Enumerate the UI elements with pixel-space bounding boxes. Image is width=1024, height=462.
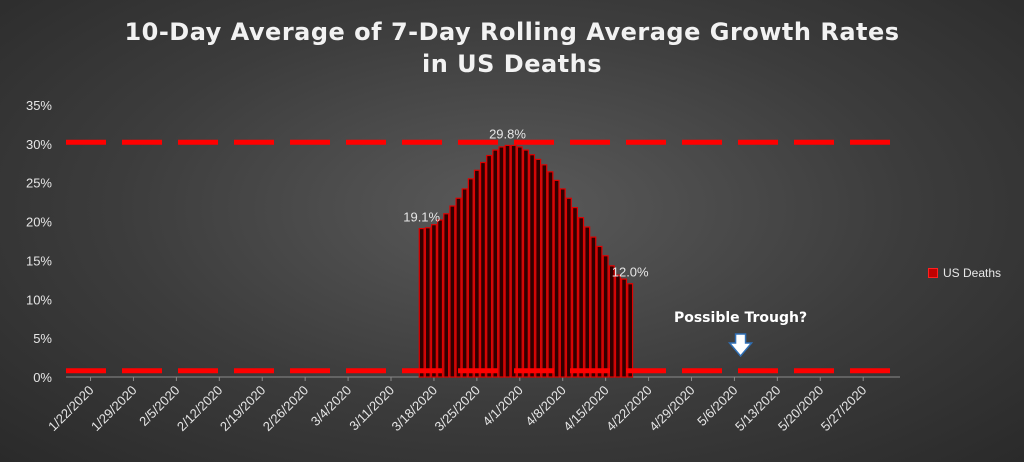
y-tick-label: 15% (26, 253, 52, 268)
bar (504, 144, 511, 378)
y-tick-label: 35% (26, 98, 52, 113)
x-tick-label: 1/22/2020 (45, 383, 97, 435)
y-tick-label: 20% (26, 215, 52, 230)
x-tick-label: 5/13/2020 (732, 383, 784, 435)
x-tick-label: 5/20/2020 (775, 383, 827, 435)
y-tick-label: 25% (26, 176, 52, 191)
y-tick-label: 0% (33, 370, 52, 385)
x-tick-label: 4/1/2020 (480, 383, 526, 429)
x-tick-label: 4/15/2020 (560, 383, 612, 435)
x-tick-label: 2/12/2020 (174, 383, 226, 435)
chart-title-line-2: in US Deaths (421, 50, 603, 78)
bar (590, 236, 597, 378)
bar (430, 224, 437, 378)
bar (602, 255, 609, 378)
x-tick-label: 4/29/2020 (646, 383, 698, 435)
bar (596, 245, 603, 378)
bar (473, 169, 480, 378)
bar (418, 227, 425, 378)
chart-title-line-1: 10-Day Average of 7-Day Rolling Average … (124, 18, 900, 46)
bar (480, 161, 486, 378)
bar (535, 158, 542, 378)
bar (516, 146, 523, 378)
legend: US Deaths (928, 266, 1001, 280)
x-tick-label: 2/26/2020 (260, 383, 312, 435)
bar (547, 171, 554, 378)
bar (559, 188, 566, 378)
bar (424, 227, 431, 378)
y-tick-label: 30% (26, 137, 52, 152)
bar (437, 219, 444, 378)
bar (553, 179, 560, 378)
bar (621, 278, 628, 378)
x-tick-label: 5/27/2020 (818, 383, 870, 435)
bar (529, 154, 536, 378)
bar (541, 164, 548, 378)
bar (510, 144, 517, 378)
bar (443, 213, 450, 378)
y-tick-label: 10% (26, 292, 52, 307)
bar (498, 146, 505, 378)
x-tick-label: 2/19/2020 (217, 383, 269, 435)
data-label: 12.0% (612, 265, 649, 280)
legend-label: US Deaths (943, 266, 1002, 280)
data-label: 19.1% (403, 210, 440, 225)
x-tick-label: 3/25/2020 (431, 383, 483, 435)
bar (467, 178, 474, 378)
bar (608, 265, 615, 378)
annotation-text: Possible Trough? (674, 310, 807, 326)
bar (627, 283, 634, 378)
bar (578, 217, 585, 378)
x-tick-label: 1/29/2020 (88, 383, 140, 435)
bar (455, 197, 462, 378)
bar (449, 205, 456, 378)
bar (571, 206, 578, 378)
bar (614, 274, 621, 378)
x-tick-label: 4/22/2020 (603, 383, 655, 435)
bar (522, 149, 529, 378)
bar (565, 197, 572, 378)
bar (492, 149, 499, 378)
legend-swatch (928, 268, 938, 278)
down-arrow-icon (727, 333, 754, 358)
bar (584, 226, 591, 378)
bar (486, 154, 493, 378)
bar (461, 188, 468, 378)
data-label: 29.8% (489, 126, 526, 141)
x-tick-label: 3/18/2020 (389, 383, 441, 435)
y-tick-label: 5% (33, 331, 52, 346)
